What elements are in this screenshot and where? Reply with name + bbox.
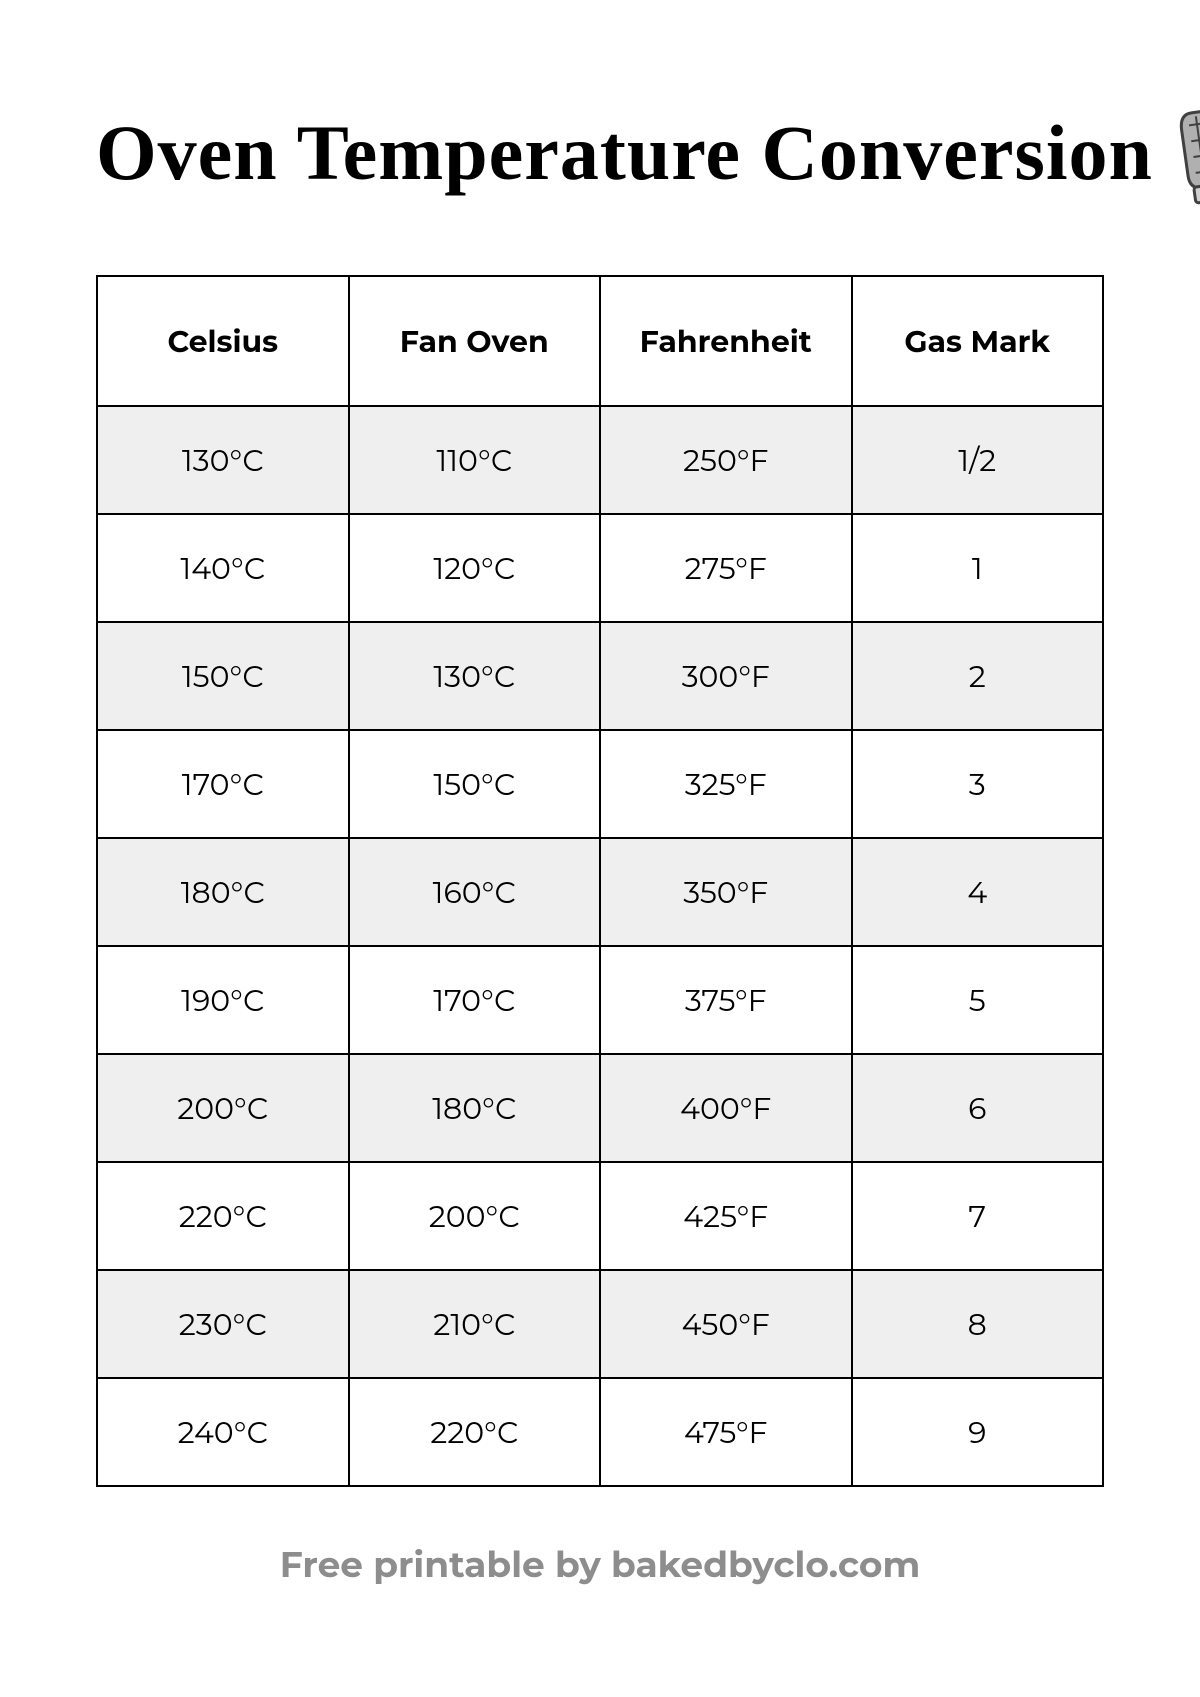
conversion-table: Celsius Fan Oven Fahrenheit Gas Mark 130… bbox=[96, 275, 1104, 1487]
table-row: 220°C 200°C 425°F 7 bbox=[97, 1162, 1103, 1270]
table-row: 180°C 160°C 350°F 4 bbox=[97, 838, 1103, 946]
cell: 140°C bbox=[97, 514, 349, 622]
cell: 275°F bbox=[600, 514, 852, 622]
table-body: 130°C 110°C 250°F 1/2 140°C 120°C 275°F … bbox=[97, 406, 1103, 1486]
cell: 220°C bbox=[97, 1162, 349, 1270]
cell: 220°C bbox=[349, 1378, 601, 1486]
table-header-row: Celsius Fan Oven Fahrenheit Gas Mark bbox=[97, 276, 1103, 406]
table-row: 150°C 130°C 300°F 2 bbox=[97, 622, 1103, 730]
cell: 1 bbox=[852, 514, 1104, 622]
cell: 8 bbox=[852, 1270, 1104, 1378]
cell: 180°C bbox=[97, 838, 349, 946]
cell: 200°C bbox=[349, 1162, 601, 1270]
cell: 3 bbox=[852, 730, 1104, 838]
cell: 375°F bbox=[600, 946, 852, 1054]
table-row: 170°C 150°C 325°F 3 bbox=[97, 730, 1103, 838]
cell: 5 bbox=[852, 946, 1104, 1054]
cell: 170°C bbox=[349, 946, 601, 1054]
oven-mitts-icon bbox=[1173, 90, 1200, 215]
cell: 160°C bbox=[349, 838, 601, 946]
cell: 110°C bbox=[349, 406, 601, 514]
cell: 1/2 bbox=[852, 406, 1104, 514]
page: Oven Temperature Conversion bbox=[0, 0, 1200, 1587]
cell: 210°C bbox=[349, 1270, 601, 1378]
table-row: 190°C 170°C 375°F 5 bbox=[97, 946, 1103, 1054]
cell: 240°C bbox=[97, 1378, 349, 1486]
cell: 400°F bbox=[600, 1054, 852, 1162]
footer-credit: Free printable by bakedbyclo.com bbox=[96, 1543, 1104, 1587]
cell: 6 bbox=[852, 1054, 1104, 1162]
cell: 450°F bbox=[600, 1270, 852, 1378]
cell: 9 bbox=[852, 1378, 1104, 1486]
col-header-celsius: Celsius bbox=[97, 276, 349, 406]
cell: 2 bbox=[852, 622, 1104, 730]
header: Oven Temperature Conversion bbox=[96, 90, 1104, 215]
col-header-fan-oven: Fan Oven bbox=[349, 276, 601, 406]
cell: 300°F bbox=[600, 622, 852, 730]
cell: 130°C bbox=[97, 406, 349, 514]
cell: 190°C bbox=[97, 946, 349, 1054]
cell: 250°F bbox=[600, 406, 852, 514]
page-title: Oven Temperature Conversion bbox=[96, 114, 1153, 192]
col-header-fahrenheit: Fahrenheit bbox=[600, 276, 852, 406]
cell: 200°C bbox=[97, 1054, 349, 1162]
cell: 170°C bbox=[97, 730, 349, 838]
cell: 150°C bbox=[97, 622, 349, 730]
cell: 425°F bbox=[600, 1162, 852, 1270]
cell: 230°C bbox=[97, 1270, 349, 1378]
cell: 4 bbox=[852, 838, 1104, 946]
cell: 150°C bbox=[349, 730, 601, 838]
cell: 120°C bbox=[349, 514, 601, 622]
cell: 475°F bbox=[600, 1378, 852, 1486]
table-row: 130°C 110°C 250°F 1/2 bbox=[97, 406, 1103, 514]
cell: 180°C bbox=[349, 1054, 601, 1162]
cell: 7 bbox=[852, 1162, 1104, 1270]
cell: 325°F bbox=[600, 730, 852, 838]
table-row: 240°C 220°C 475°F 9 bbox=[97, 1378, 1103, 1486]
cell: 350°F bbox=[600, 838, 852, 946]
table-row: 140°C 120°C 275°F 1 bbox=[97, 514, 1103, 622]
col-header-gas-mark: Gas Mark bbox=[852, 276, 1104, 406]
cell: 130°C bbox=[349, 622, 601, 730]
table-row: 230°C 210°C 450°F 8 bbox=[97, 1270, 1103, 1378]
table-row: 200°C 180°C 400°F 6 bbox=[97, 1054, 1103, 1162]
